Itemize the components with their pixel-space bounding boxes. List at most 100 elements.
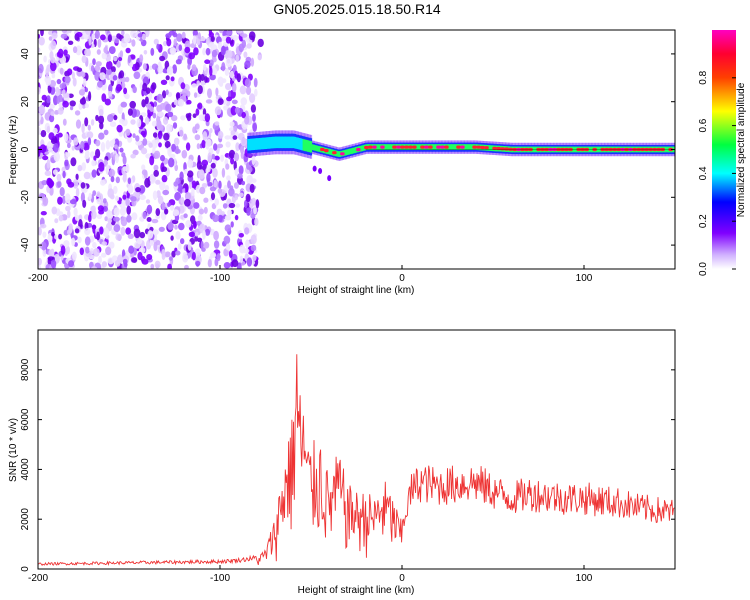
- snr-y-ticks: 0 2000 4000 6000 8000: [20, 358, 675, 572]
- ridge-mid: [279, 136, 282, 149]
- ridge-mid: [454, 144, 457, 150]
- noise-speck: [76, 71, 82, 76]
- noise-speck: [196, 38, 201, 46]
- noise-speck: [68, 30, 72, 34]
- noise-speck: [184, 198, 191, 207]
- noise-speck: [115, 153, 119, 164]
- noise-speck: [78, 214, 83, 221]
- noise-speck: [251, 197, 257, 206]
- noise-speck: [51, 206, 58, 215]
- noise-speck: [136, 118, 142, 128]
- noise-speck: [143, 50, 148, 55]
- noise-speck: [251, 155, 256, 166]
- noise-speck: [202, 47, 207, 56]
- noise-speck: [57, 107, 64, 115]
- noise-speck: [238, 192, 244, 197]
- noise-speck: [81, 55, 87, 64]
- noise-speck: [172, 209, 180, 217]
- snr-x-label: Height of straight line (km): [298, 585, 415, 596]
- noise-speck: [147, 230, 154, 239]
- noise-speck: [71, 145, 75, 151]
- noise-speck: [74, 228, 80, 234]
- noise-speck: [119, 147, 124, 153]
- noise-speck: [147, 112, 151, 119]
- noise-speck: [225, 83, 232, 91]
- noise-speck: [178, 222, 185, 231]
- noise-speck: [106, 60, 113, 70]
- noise-speck: [174, 148, 181, 154]
- noise-speck: [141, 164, 146, 171]
- noise-speck: [142, 138, 148, 146]
- noise-speck: [127, 233, 134, 239]
- noise-speck: [98, 115, 105, 125]
- noise-speck: [135, 187, 141, 193]
- noise-speck: [318, 168, 323, 175]
- noise-speck: [132, 133, 136, 139]
- noise-speck: [152, 112, 157, 119]
- noise-speck: [84, 117, 89, 127]
- noise-speck: [91, 159, 96, 167]
- ridge-mid: [293, 136, 297, 149]
- noise-speck: [107, 34, 112, 43]
- ridge-mid: [263, 137, 266, 150]
- ridge-mid: [449, 144, 452, 150]
- noise-speck: [225, 163, 230, 170]
- noise-speck: [64, 75, 71, 84]
- ridge-mid: [256, 138, 259, 150]
- noise-speck: [72, 77, 77, 87]
- noise-speck: [48, 178, 54, 189]
- ridge-core: [460, 145, 465, 149]
- noise-speck: [104, 98, 112, 106]
- noise-speck: [60, 255, 64, 261]
- noise-speck: [155, 179, 161, 185]
- noise-speck: [240, 145, 245, 154]
- noise-speck: [51, 73, 56, 79]
- noise-speck: [100, 34, 106, 41]
- ridge-mid: [452, 144, 455, 150]
- ridge-core: [480, 145, 485, 150]
- noise-speck: [107, 114, 114, 123]
- noise-speck: [241, 180, 246, 186]
- noise-speck: [244, 78, 251, 88]
- noise-speck: [146, 103, 152, 110]
- noise-speck: [120, 101, 128, 108]
- noise-speck: [83, 142, 90, 151]
- ridge-core: [456, 145, 461, 149]
- noise-speck: [227, 209, 232, 216]
- noise-speck: [224, 215, 231, 221]
- noise-speck: [154, 260, 161, 269]
- figure-title: GN05.2025.015.18.50.R14: [273, 1, 441, 17]
- noise-speck: [215, 87, 219, 97]
- noise-speck: [170, 235, 174, 241]
- noise-speck: [197, 102, 203, 110]
- noise-speck: [101, 52, 108, 60]
- noise-speck: [129, 100, 136, 109]
- noise-speck: [205, 138, 212, 148]
- ridge-core: [484, 146, 489, 150]
- noise-speck: [198, 208, 205, 215]
- noise-speck: [177, 183, 183, 193]
- noise-speck: [89, 236, 95, 242]
- noise-speck: [54, 218, 59, 224]
- noise-speck: [210, 192, 216, 201]
- noise-speck: [122, 166, 128, 172]
- noise-speck: [101, 261, 107, 268]
- noise-speck: [161, 174, 168, 183]
- noise-speck: [174, 191, 182, 201]
- ridge-mid: [286, 136, 289, 149]
- noise-speck: [153, 101, 158, 107]
- noise-speck: [101, 241, 108, 246]
- noise-speck: [241, 33, 248, 38]
- ridge-mid: [315, 145, 318, 152]
- noise-speck: [46, 159, 51, 169]
- noise-speck: [108, 46, 116, 55]
- ridge-core: [364, 145, 369, 150]
- noise-speck: [166, 65, 174, 76]
- noise-speck: [63, 240, 70, 248]
- noise-speck: [85, 149, 90, 158]
- y-tick-label: 8000: [20, 358, 31, 381]
- noise-speck: [207, 259, 212, 268]
- noise-speck: [139, 194, 146, 201]
- ridge-core: [368, 145, 373, 149]
